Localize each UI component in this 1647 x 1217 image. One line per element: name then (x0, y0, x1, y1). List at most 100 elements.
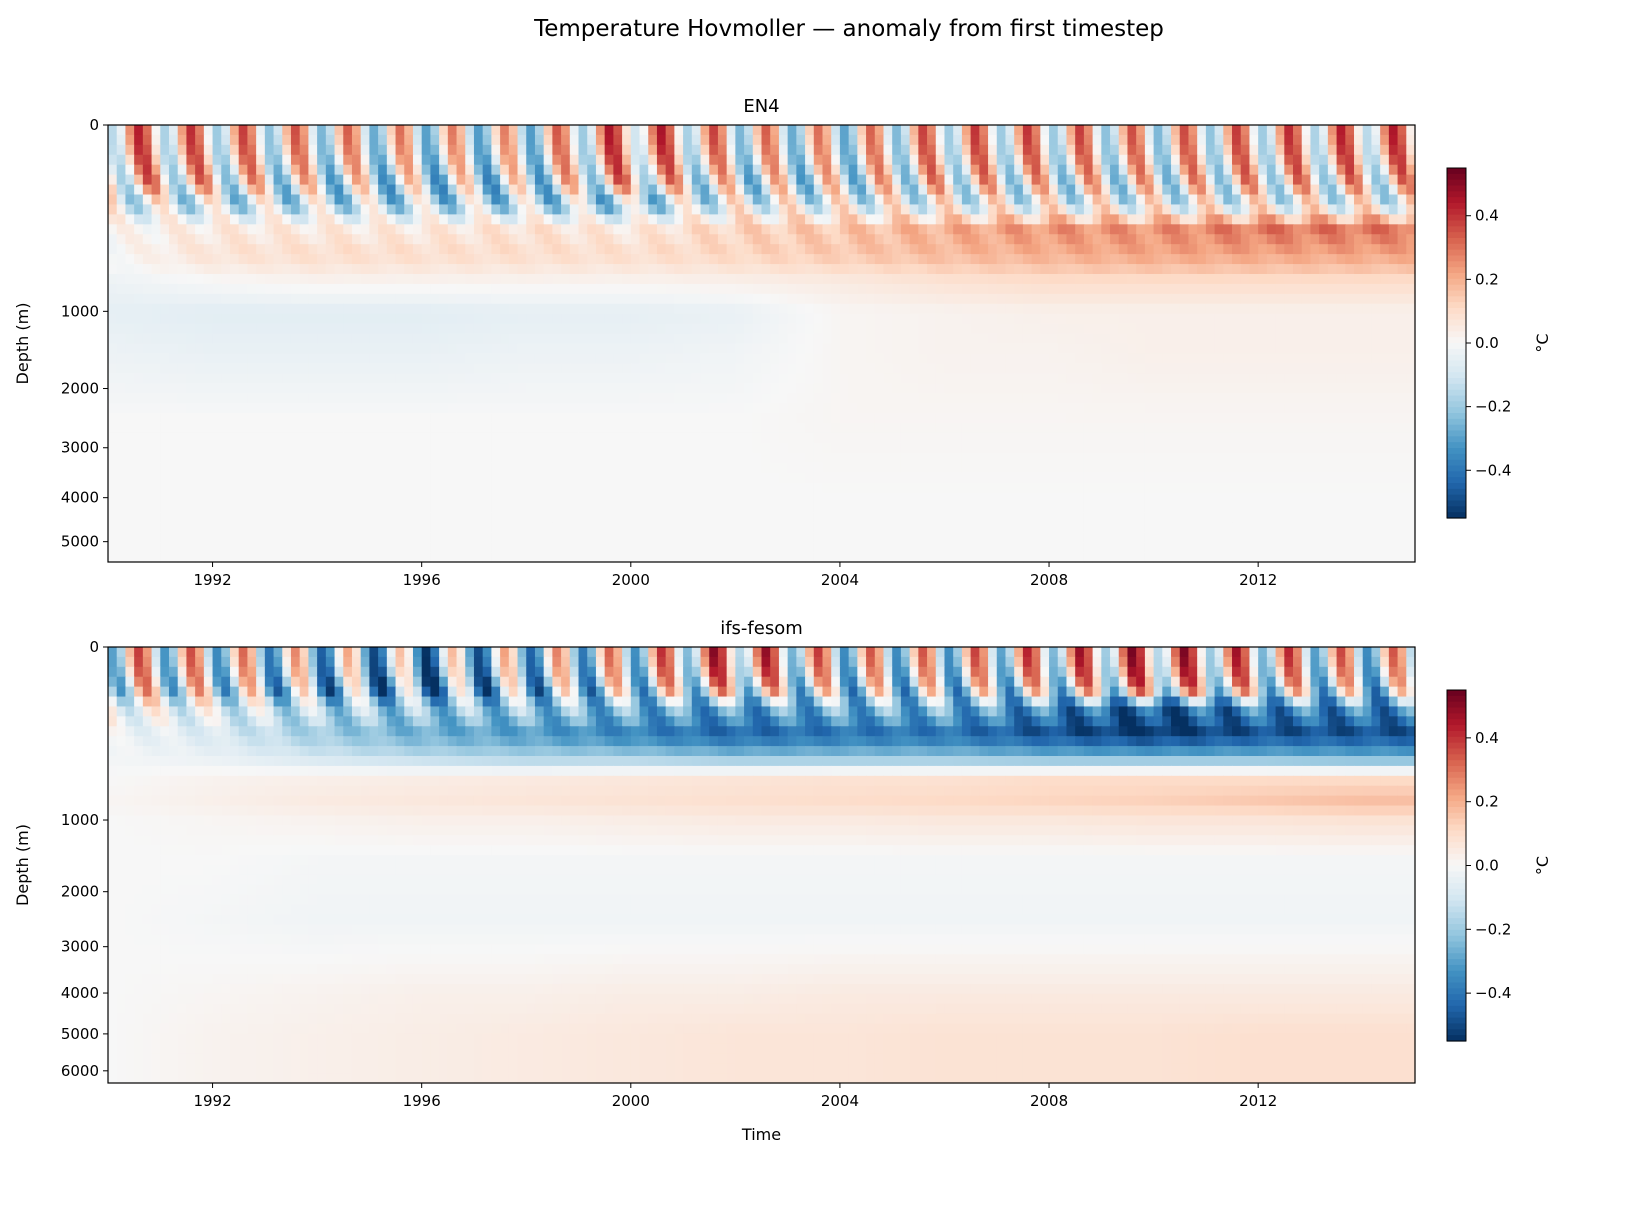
heatmap-cell (325, 393, 336, 404)
heatmap-cell (142, 204, 153, 215)
heatmap-cell (918, 164, 928, 176)
heatmap-cell (351, 164, 362, 176)
heatmap-cell (1031, 164, 1041, 176)
heatmap-cell (961, 184, 972, 196)
heatmap-cell (1083, 343, 1094, 355)
heatmap-cell (203, 264, 214, 275)
heatmap-cell (770, 343, 780, 355)
heatmap-cell (648, 264, 658, 275)
heatmap-cell (1092, 343, 1102, 355)
heatmap-cell (944, 432, 954, 444)
heatmap-cell (683, 293, 693, 305)
heatmap-cell (238, 283, 249, 295)
heatmap-cell (639, 333, 649, 345)
heatmap-cell (1153, 164, 1163, 176)
heatmap-cell (517, 313, 527, 325)
heatmap-cell (308, 134, 318, 146)
heatmap-cell (1136, 353, 1146, 364)
heatmap-cell (1354, 422, 1364, 434)
heatmap-cell (125, 333, 135, 345)
heatmap-cell (1057, 323, 1068, 335)
heatmap-cell (717, 373, 728, 384)
heatmap-cell (421, 383, 431, 394)
heatmap-cell (473, 194, 484, 206)
heatmap-cell (264, 452, 275, 464)
heatmap-cell (1066, 273, 1076, 285)
heatmap-cell (1136, 293, 1146, 305)
heatmap-cell (796, 125, 806, 136)
heatmap-cell (1031, 293, 1041, 305)
heatmap-cell (1197, 244, 1207, 255)
heatmap-cell (526, 343, 536, 355)
heatmap-cell (1362, 343, 1373, 355)
heatmap-cell (360, 273, 370, 285)
heatmap-cell (273, 313, 283, 325)
heatmap-cell (674, 432, 684, 444)
heatmap-cell (622, 125, 632, 136)
heatmap-cell (996, 353, 1007, 364)
heatmap-cell (325, 413, 336, 424)
heatmap-cell (726, 422, 736, 434)
heatmap-cell (953, 432, 963, 444)
heatmap-cell (482, 293, 492, 305)
heatmap-cell (351, 403, 362, 414)
heatmap-cell (500, 383, 510, 394)
heatmap-cell (1258, 194, 1268, 206)
heatmap-cell (656, 403, 667, 414)
heatmap-cell (290, 323, 301, 335)
heatmap-cell (778, 204, 789, 215)
heatmap-cell (866, 323, 876, 335)
heatmap-cell (221, 204, 231, 215)
heatmap-cell (1136, 204, 1146, 215)
heatmap-cell (770, 283, 780, 295)
heatmap-cell (918, 174, 928, 186)
heatmap-cell (587, 413, 597, 424)
heatmap-cell (238, 194, 249, 206)
heatmap-cell (151, 313, 161, 325)
heatmap-cell (465, 234, 475, 245)
heatmap-cell (805, 303, 815, 315)
heatmap-cell (1293, 363, 1303, 374)
heatmap-cell (177, 442, 188, 454)
heatmap-cell (613, 383, 623, 394)
heatmap-cell (203, 383, 214, 394)
heatmap-cell (796, 373, 806, 384)
heatmap-cell (500, 323, 510, 335)
heatmap-cell (343, 234, 353, 245)
heatmap-cell (927, 224, 937, 235)
heatmap-cell (343, 283, 353, 295)
heatmap-cell (1275, 323, 1285, 335)
heatmap-cell (735, 184, 745, 196)
heatmap-cell (473, 264, 484, 275)
heatmap-cell (378, 154, 388, 166)
heatmap-cell (1031, 383, 1041, 394)
heatmap-cell (857, 373, 867, 384)
heatmap-cell (1153, 224, 1163, 235)
heatmap-cell (108, 234, 118, 245)
heatmap-cell (1101, 403, 1111, 414)
heatmap-cell (116, 134, 127, 146)
heatmap-cell (1136, 164, 1146, 176)
heatmap-cell (578, 283, 588, 295)
heatmap-cell (517, 373, 527, 384)
heatmap-cell (595, 303, 606, 315)
heatmap-cell (203, 134, 214, 146)
heatmap-cell (1310, 273, 1320, 285)
heatmap-cell (613, 144, 623, 156)
heatmap-cell (717, 144, 728, 156)
heatmap-cell (1171, 393, 1181, 404)
heatmap-cell (421, 373, 431, 384)
heatmap-cell (970, 442, 980, 454)
heatmap-cell (1319, 164, 1329, 176)
heatmap-cell (1266, 214, 1277, 225)
heatmap-cell (404, 184, 414, 196)
heatmap-cell (1388, 134, 1399, 146)
heatmap-cell (500, 234, 510, 245)
heatmap-cell (1205, 244, 1216, 255)
heatmap-cell (683, 353, 693, 364)
heatmap-cell (517, 333, 527, 345)
heatmap-cell (970, 422, 980, 434)
heatmap-cell (1354, 343, 1364, 355)
heatmap-cell (229, 422, 240, 434)
heatmap-cell (1293, 264, 1303, 275)
